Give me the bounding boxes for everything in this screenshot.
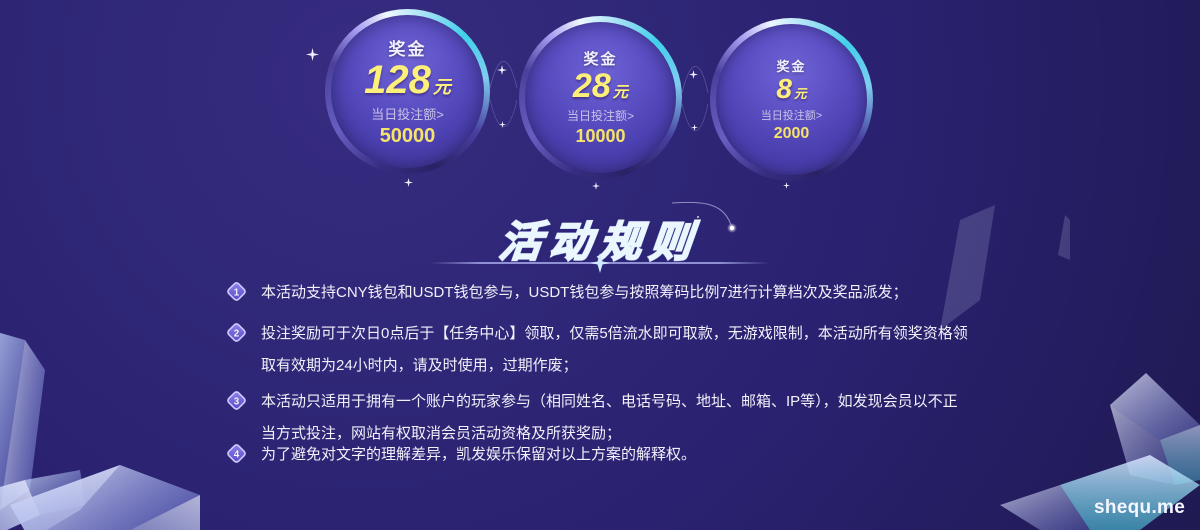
- svg-text:2: 2: [234, 328, 240, 339]
- svg-text:3: 3: [234, 396, 240, 407]
- svg-text:1: 1: [234, 287, 240, 298]
- svg-text:4: 4: [234, 449, 240, 460]
